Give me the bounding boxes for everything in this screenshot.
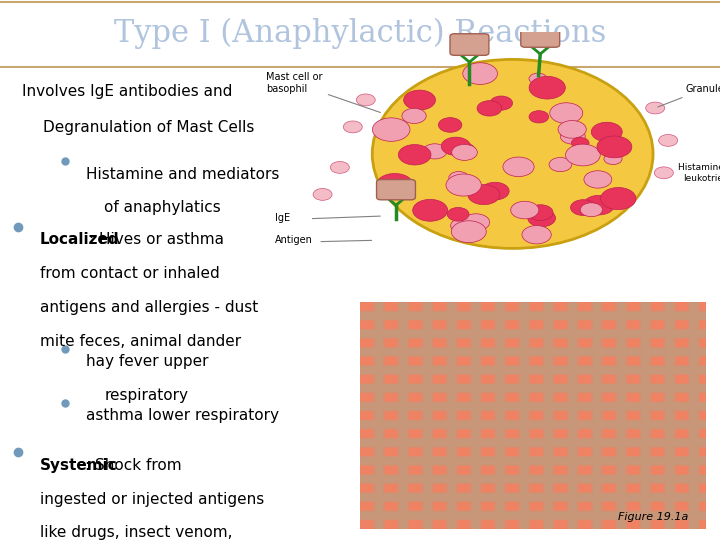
Circle shape <box>654 167 673 179</box>
Circle shape <box>377 173 413 197</box>
Text: Figure 19.1a: Figure 19.1a <box>618 512 688 522</box>
Circle shape <box>580 203 603 217</box>
Circle shape <box>330 161 349 173</box>
Text: ingested or injected antigens: ingested or injected antigens <box>40 491 264 507</box>
Circle shape <box>402 109 426 124</box>
Circle shape <box>529 76 565 99</box>
Text: Degranulation of Mast Cells: Degranulation of Mast Cells <box>43 119 255 134</box>
Circle shape <box>451 221 486 242</box>
Circle shape <box>441 137 470 156</box>
Circle shape <box>646 102 665 114</box>
Circle shape <box>398 145 431 165</box>
Circle shape <box>583 195 614 215</box>
Circle shape <box>313 188 332 200</box>
Text: like drugs, insect venom,: like drugs, insect venom, <box>40 525 232 540</box>
Text: Localized: Localized <box>40 232 120 247</box>
Circle shape <box>597 136 632 158</box>
Circle shape <box>490 96 513 110</box>
Circle shape <box>343 121 362 133</box>
Circle shape <box>659 134 678 146</box>
Circle shape <box>503 157 534 177</box>
Circle shape <box>584 171 612 188</box>
Circle shape <box>446 174 481 196</box>
Circle shape <box>560 129 585 144</box>
Circle shape <box>413 199 448 221</box>
Text: Granule: Granule <box>658 84 720 107</box>
Circle shape <box>462 214 490 231</box>
Circle shape <box>372 118 410 141</box>
Circle shape <box>528 210 556 227</box>
Circle shape <box>449 172 469 184</box>
Circle shape <box>591 122 622 141</box>
Circle shape <box>450 142 474 157</box>
Text: Systemic: Systemic <box>40 458 117 473</box>
Text: Type I (Anaphylactic) Reactions: Type I (Anaphylactic) Reactions <box>114 18 606 49</box>
FancyBboxPatch shape <box>450 33 489 56</box>
Circle shape <box>451 219 473 233</box>
Text: : Hives or asthma: : Hives or asthma <box>89 232 223 247</box>
Circle shape <box>356 94 375 106</box>
Text: : Shock from: : Shock from <box>85 458 181 473</box>
Circle shape <box>572 138 589 148</box>
Text: of anaphylatics: of anaphylatics <box>104 200 221 215</box>
Circle shape <box>558 120 586 138</box>
Text: Histamine and
leukotrienes: Histamine and leukotrienes <box>678 164 720 183</box>
Text: Involves IgE antibodies and: Involves IgE antibodies and <box>22 84 232 99</box>
Circle shape <box>477 100 502 116</box>
Circle shape <box>550 103 582 124</box>
FancyBboxPatch shape <box>377 179 415 200</box>
Circle shape <box>481 183 509 200</box>
Circle shape <box>510 201 539 219</box>
Text: Histamine and mediators: Histamine and mediators <box>86 166 280 181</box>
Circle shape <box>522 226 552 244</box>
Circle shape <box>529 73 547 84</box>
Text: asthma lower respiratory: asthma lower respiratory <box>86 408 279 423</box>
Ellipse shape <box>372 59 653 248</box>
Circle shape <box>604 153 622 165</box>
Text: antigens and allergies - dust: antigens and allergies - dust <box>40 300 258 315</box>
Circle shape <box>438 118 462 132</box>
Circle shape <box>447 207 469 221</box>
Text: Antigen: Antigen <box>275 235 313 245</box>
Text: Mast cell or
basophil: Mast cell or basophil <box>266 72 380 112</box>
Circle shape <box>528 205 553 220</box>
Circle shape <box>600 187 636 210</box>
Circle shape <box>565 144 600 166</box>
Circle shape <box>529 111 549 123</box>
Text: mite feces, animal dander: mite feces, animal dander <box>40 334 240 349</box>
Circle shape <box>570 200 596 215</box>
Text: IgE: IgE <box>275 213 290 224</box>
Circle shape <box>468 185 500 205</box>
Circle shape <box>451 144 477 160</box>
Text: from contact or inhaled: from contact or inhaled <box>40 266 220 281</box>
Text: hay fever upper: hay fever upper <box>86 354 209 369</box>
Text: respiratory: respiratory <box>104 388 189 403</box>
Circle shape <box>404 90 436 110</box>
Circle shape <box>452 143 475 158</box>
Circle shape <box>423 144 447 159</box>
Circle shape <box>549 158 572 172</box>
FancyBboxPatch shape <box>521 25 559 47</box>
Circle shape <box>463 63 498 84</box>
